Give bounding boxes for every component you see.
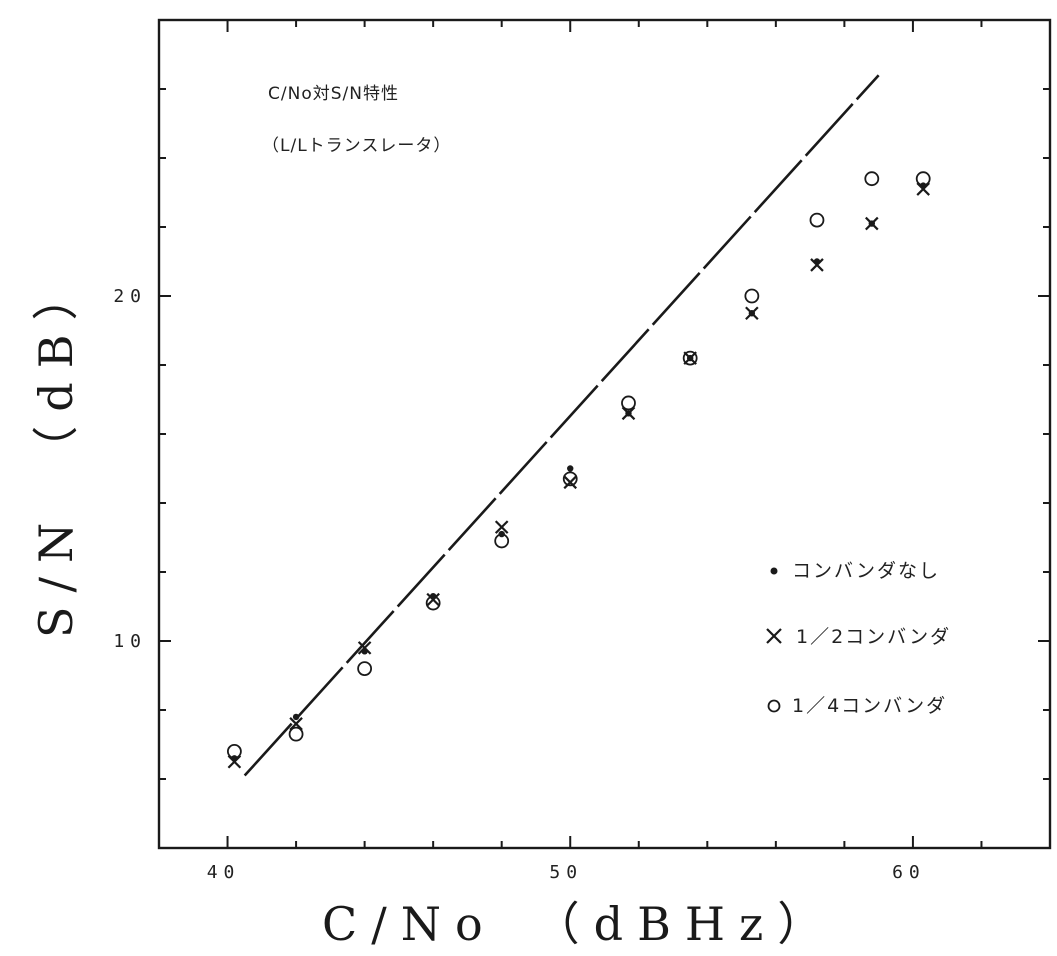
data-point-no-compander	[292, 713, 300, 721]
data-point-quarter-compander	[809, 212, 825, 228]
y-tick-label: 20	[113, 286, 147, 307]
data-point-half-compander	[916, 182, 930, 196]
y-axis-title: S/N （dB）	[29, 260, 83, 638]
data-point-half-compander	[289, 717, 303, 731]
data-point-quarter-compander	[288, 726, 304, 742]
data-point-quarter-compander	[864, 171, 880, 187]
data-point-half-compander	[621, 406, 636, 421]
data-point-quarter-compander	[494, 533, 510, 549]
x-tick-label: 60	[892, 862, 926, 883]
y-tick-label: 10	[113, 631, 147, 652]
legend-item-no-compander: コンバンダなし	[770, 560, 940, 582]
plot-area: 40 50 60 10 20	[113, 18, 1052, 883]
data-point-half-compander	[563, 475, 578, 490]
data-point-quarter-compander	[621, 395, 636, 411]
legend-item-quarter-compander: 1／4コンバンダ	[767, 695, 947, 717]
data-point-half-compander	[357, 641, 372, 655]
legend: コンバンダなし 1／2コンバンダ 1／4コンバンダ	[766, 560, 951, 717]
chart-title: C/No対S/N特性	[268, 84, 399, 104]
x-axis-title: C/No （dBHz）	[322, 897, 837, 951]
legend-label-no-compander: コンバンダなし	[792, 560, 940, 582]
x-tick-label: 50	[549, 862, 583, 883]
legend-label-half-compander: 1／2コンバンダ	[796, 626, 951, 648]
data-point-half-compander	[865, 216, 879, 231]
data-point-half-compander	[810, 258, 824, 272]
data-point-quarter-compander	[226, 744, 242, 759]
legend-x-marker	[766, 628, 782, 644]
chart-subtitle: （L/Lトランスレータ）	[262, 136, 451, 156]
data-point-quarter-compander	[562, 471, 578, 487]
legend-circle-marker	[767, 699, 781, 713]
data-point-quarter-compander	[425, 595, 441, 611]
data-point-half-compander	[227, 754, 242, 769]
x-tick-label: 40	[207, 862, 241, 883]
data-point-quarter-compander	[744, 288, 760, 304]
legend-label-quarter-compander: 1／4コンバンダ	[792, 695, 947, 717]
data-point-quarter-compander	[915, 171, 931, 187]
fit-line	[243, 74, 880, 777]
data-point-quarter-compander	[682, 350, 698, 366]
data-point-half-compander	[745, 306, 759, 321]
legend-item-half-compander: 1／2コンバンダ	[766, 626, 951, 648]
data-point-no-compander	[567, 465, 574, 472]
data-point-half-compander	[494, 520, 509, 534]
data-point-quarter-compander	[357, 661, 373, 676]
data-point-half-compander	[426, 592, 440, 607]
legend-dot-marker	[770, 567, 778, 575]
